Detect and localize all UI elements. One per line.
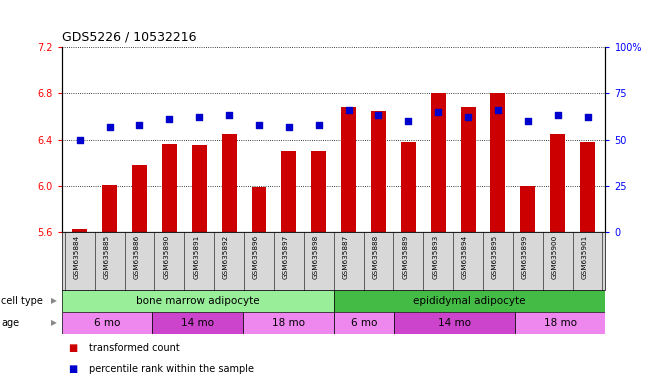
Point (463, 114, 473, 120)
Bar (243, 312, 333, 334)
Point (582, 114, 592, 120)
Text: GSM635894: GSM635894 (462, 235, 468, 279)
Text: cell type: cell type (1, 296, 43, 306)
Text: GSM635886: GSM635886 (133, 235, 139, 279)
Bar (251, 187, 266, 232)
Text: 14 mo: 14 mo (181, 318, 214, 328)
Text: GSM635891: GSM635891 (193, 235, 199, 279)
Text: GDS5226 / 10532216: GDS5226 / 10532216 (62, 30, 197, 43)
Bar (431, 93, 446, 232)
Bar (550, 134, 565, 232)
Point (134, 122, 145, 128)
Bar (333, 290, 605, 312)
Text: GSM635901: GSM635901 (581, 235, 587, 279)
Text: GSM635897: GSM635897 (283, 235, 289, 279)
Text: GSM635898: GSM635898 (312, 235, 319, 279)
Text: 6 mo: 6 mo (351, 318, 377, 328)
Text: epididymal adipocyte: epididymal adipocyte (413, 296, 526, 306)
Text: 6 mo: 6 mo (94, 318, 120, 328)
Bar (515, 312, 605, 334)
Point (284, 124, 294, 130)
Text: GSM635892: GSM635892 (223, 235, 229, 279)
Bar (460, 107, 475, 232)
Point (523, 118, 533, 124)
Bar (62, 290, 333, 312)
Text: GSM635895: GSM635895 (492, 235, 498, 279)
Bar (132, 165, 147, 232)
Bar (401, 142, 416, 232)
Bar (490, 93, 505, 232)
Text: GSM635888: GSM635888 (372, 235, 378, 279)
Point (314, 122, 324, 128)
Text: ▶: ▶ (51, 296, 57, 306)
Bar (62, 312, 152, 334)
Text: GSM635885: GSM635885 (104, 235, 109, 279)
Bar (102, 185, 117, 232)
Point (493, 107, 503, 113)
Text: GSM635889: GSM635889 (402, 235, 408, 279)
Bar (371, 111, 386, 232)
Bar (333, 312, 394, 334)
Text: age: age (1, 318, 20, 328)
Text: GSM635887: GSM635887 (342, 235, 348, 279)
Text: percentile rank within the sample: percentile rank within the sample (89, 364, 254, 374)
Point (403, 118, 413, 124)
Bar (281, 151, 296, 232)
Point (75, 136, 85, 142)
Text: 18 mo: 18 mo (544, 318, 577, 328)
Text: GSM635884: GSM635884 (74, 235, 80, 279)
Point (194, 114, 204, 120)
Bar (192, 145, 207, 232)
Point (433, 109, 443, 115)
Bar (520, 186, 535, 232)
Text: ■: ■ (68, 343, 77, 353)
Text: GSM635893: GSM635893 (432, 235, 438, 279)
Text: ■: ■ (68, 364, 77, 374)
Bar (341, 107, 356, 232)
Text: GSM635896: GSM635896 (253, 235, 259, 279)
Point (224, 113, 234, 119)
Point (254, 122, 264, 128)
Bar (72, 228, 87, 232)
Text: 18 mo: 18 mo (272, 318, 305, 328)
Text: transformed count: transformed count (89, 343, 180, 353)
Text: GSM635900: GSM635900 (551, 235, 558, 279)
Bar (221, 134, 236, 232)
Text: ▶: ▶ (51, 318, 57, 328)
Point (553, 113, 563, 119)
Point (164, 116, 174, 122)
Text: GSM635890: GSM635890 (163, 235, 169, 279)
Bar (311, 151, 326, 232)
Point (373, 113, 383, 119)
Bar (580, 142, 595, 232)
Point (104, 124, 115, 130)
Point (343, 107, 353, 113)
Bar (162, 144, 177, 232)
Bar (152, 312, 243, 334)
Text: 14 mo: 14 mo (438, 318, 471, 328)
Text: GSM635899: GSM635899 (521, 235, 528, 279)
Bar (394, 312, 515, 334)
Text: bone marrow adipocyte: bone marrow adipocyte (136, 296, 260, 306)
